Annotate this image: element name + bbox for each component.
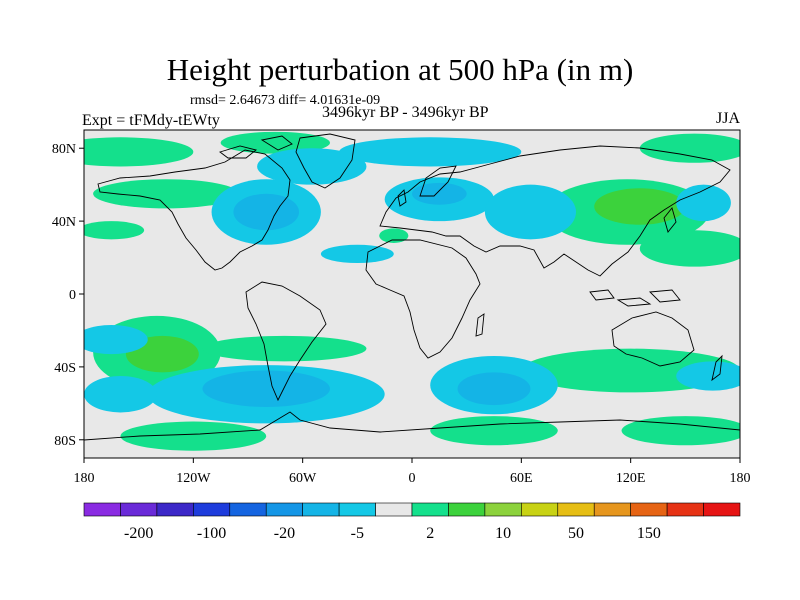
lat-tick-label: 40S (54, 361, 76, 376)
colorbar-label: 10 (495, 525, 511, 542)
contour-region (339, 137, 522, 167)
contour-region (120, 421, 267, 451)
stats-text: rmsd= 2.64673 diff= 4.01631e-09 (190, 93, 381, 108)
colorbar-swatch (265, 502, 303, 517)
contour-region (257, 148, 367, 185)
colorbar-swatch (557, 502, 595, 517)
right-subtitle: JJA (716, 110, 741, 127)
coastlines (84, 133, 740, 441)
lat-tick-label: 0 (69, 288, 76, 303)
colorbar-swatch (484, 502, 522, 517)
colorbar-swatch (83, 502, 121, 517)
contour-region (457, 372, 531, 406)
lon-tick-label: 120W (176, 471, 211, 486)
lat-tick-label: 80N (52, 142, 76, 157)
lon-tick-label: 60W (289, 471, 317, 486)
colorbar-swatch (156, 502, 194, 517)
lon-tick-label: 0 (409, 471, 416, 486)
colorbar-label: 150 (637, 525, 661, 542)
contour-region (84, 324, 148, 355)
colorbar-swatch (521, 502, 559, 517)
lon-tick-label: 180 (74, 471, 95, 486)
colorbar-swatch (338, 502, 376, 517)
contour-region (84, 376, 157, 413)
contour-region (84, 137, 194, 167)
colorbar-swatch (193, 502, 231, 517)
contour-region (430, 416, 558, 446)
contour-region (412, 182, 467, 205)
chart-title: Height perturbation at 500 hPa (in m) (166, 52, 634, 87)
contour-region (639, 230, 740, 267)
lat-tick-label: 40N (52, 215, 76, 230)
contour-region (676, 184, 731, 222)
colorbar-label: -5 (351, 525, 364, 542)
contour-region (147, 348, 177, 367)
colorbar-swatch (229, 502, 267, 517)
left-subtitle: Expt = tFMdy-tEWty (82, 112, 220, 129)
contour-region (379, 228, 409, 243)
colorbar-label: -100 (197, 525, 226, 542)
contour-region (320, 244, 394, 264)
lon-tick-label: 120E (616, 471, 646, 486)
lon-tick-label: 60E (510, 471, 533, 486)
lon-tick-label: 180 (730, 471, 751, 486)
colorbar-label: 2 (426, 525, 434, 542)
center-subtitle: 3496kyr BP - 3496kyr BP (322, 104, 489, 121)
colorbar-swatch (448, 502, 486, 517)
colorbar-swatch (411, 502, 449, 517)
colorbar-swatch (630, 502, 668, 517)
colorbar-swatch (120, 502, 158, 517)
contour-region (233, 193, 300, 231)
colorbar-swatch (703, 502, 741, 517)
colorbar-label: -20 (274, 525, 295, 542)
contour-region (84, 221, 145, 240)
contour-region (621, 416, 740, 446)
contour-region (202, 335, 367, 362)
contour-region (639, 133, 740, 163)
contour-region (93, 179, 239, 209)
colorbar-swatch (666, 502, 704, 517)
contour-region (676, 361, 740, 391)
colorbar-swatch (375, 502, 413, 517)
colorbar-swatch (593, 502, 631, 517)
contour-region (594, 188, 686, 225)
colorbar-label: -200 (124, 525, 153, 542)
lat-tick-label: 80S (54, 434, 76, 449)
contour-region (484, 184, 576, 240)
colorbar-swatch (302, 502, 340, 517)
contour-region (202, 370, 330, 407)
colorbar-label: 50 (568, 525, 584, 542)
